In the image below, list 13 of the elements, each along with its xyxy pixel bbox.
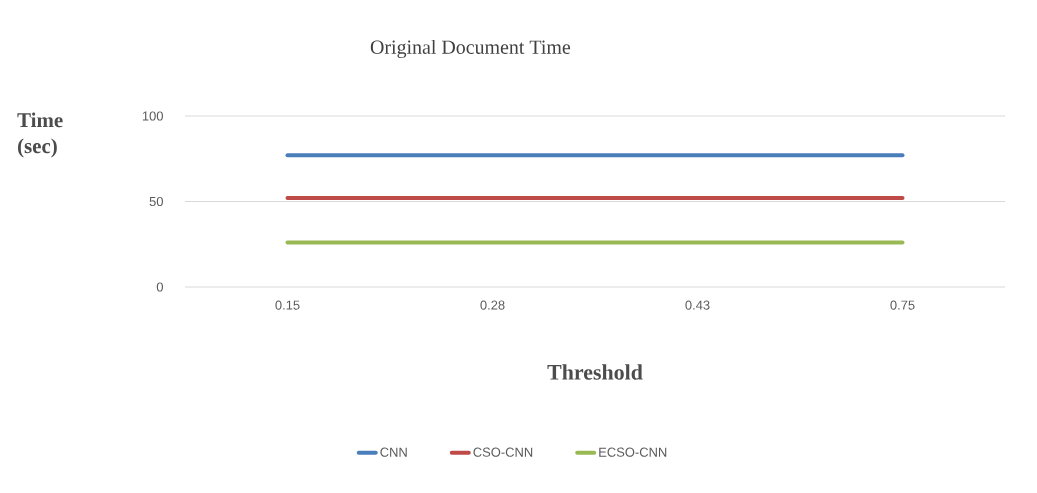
y-tick-label: 0 [156,282,163,292]
x-axis-title: Threshold [547,364,643,380]
y-tick-label: 100 [142,111,163,121]
x-tick-label: 0.43 [685,300,710,310]
x-tick-label: 0.75 [890,300,915,310]
x-tick-label: 0.28 [480,300,505,310]
legend-label: CNN [380,447,407,457]
legend-label: ECSO-CNN [599,447,667,457]
x-tick-label: 0.15 [275,300,300,310]
y-tick-label: 50 [149,196,163,207]
y-axis-title: Time (sec) [17,112,63,158]
legend-label: CSO-CNN [473,447,533,457]
chart-title: Original Document Time [370,39,571,59]
